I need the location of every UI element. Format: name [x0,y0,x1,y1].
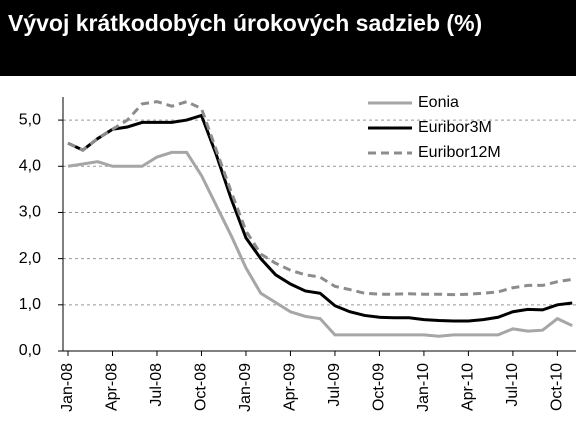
line-series [67,150,573,338]
line-series [67,113,573,323]
x-tick-label: Oct-09 [371,363,388,411]
y-tick-label: 5,0 [19,111,41,128]
y-tick-label: 2,0 [19,250,41,267]
x-tick-label: Oct-08 [193,363,210,411]
chart-title: Vývoj krátkodobých úrokových sadzieb (%) [0,0,576,76]
y-tick-label: 0,0 [19,342,41,359]
x-tick-label: Apr-10 [460,363,477,411]
legend-label: Eonia [418,94,459,111]
y-tick-label: 3,0 [19,204,41,221]
x-tick-label: Jan-08 [59,363,76,412]
legend-label: Euribor12M [418,144,501,161]
x-tick-label: Apr-08 [104,363,121,411]
x-tick-label: Apr-09 [282,363,299,411]
legend-label: Euribor3M [418,119,492,136]
x-tick-label: Jul-08 [148,363,165,407]
line-series [67,100,573,297]
x-tick-label: Jan-10 [415,363,432,412]
x-tick-label: Oct-10 [549,363,566,411]
plot-area [67,100,573,338]
y-tick-label: 1,0 [19,296,41,313]
x-tick-label: Jan-09 [237,363,254,412]
x-tick-label: Jul-09 [326,363,343,407]
y-tick-label: 4,0 [19,157,41,174]
x-tick-label: Jul-10 [504,363,521,407]
